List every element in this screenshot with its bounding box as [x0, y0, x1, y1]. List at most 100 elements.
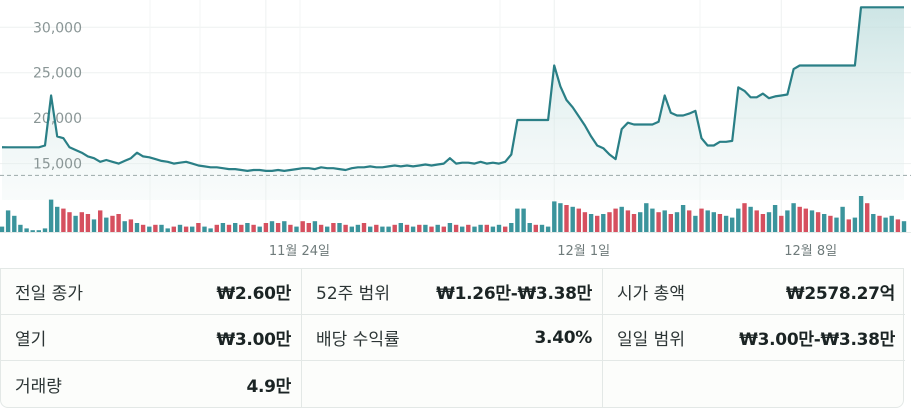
- volume-bar: [110, 215, 115, 232]
- volume-bar: [380, 226, 385, 232]
- volume-bar: [674, 212, 680, 232]
- volume-bar: [895, 219, 901, 232]
- volume-bar: [417, 224, 422, 232]
- volume-bar: [705, 210, 710, 232]
- volume-bar: [410, 226, 416, 232]
- volume-bar: [48, 199, 54, 232]
- stat-label: 일일 범위: [617, 330, 685, 350]
- volume-bar: [644, 203, 649, 232]
- volume-bar: [288, 224, 293, 232]
- volume-bar: [171, 226, 176, 232]
- volume-bar: [822, 214, 827, 232]
- stat-day-range: 일일 범위 ₩3.00만-₩3.38만: [603, 315, 905, 361]
- volume-bar: [484, 224, 489, 232]
- price-area: [2, 7, 904, 200]
- volume-bar: [79, 212, 84, 232]
- volume-bar: [306, 223, 311, 232]
- volume-bar: [91, 219, 97, 232]
- volume-bar: [140, 224, 146, 232]
- volume-bar: [797, 206, 802, 232]
- stat-value: ₩3.00만-₩3.38만: [739, 330, 895, 350]
- volume-bar: [263, 223, 269, 232]
- volume-bar: [134, 223, 140, 232]
- volume-bar: [877, 215, 882, 232]
- stat-dividend-yield: 배당 수익률 3.40%: [302, 315, 603, 361]
- volume-bar: [343, 224, 348, 232]
- volume-bar: [846, 219, 851, 232]
- volume-bar: [398, 223, 403, 232]
- volume-bar: [779, 215, 784, 232]
- volume-bar: [318, 224, 324, 232]
- volume-bar: [576, 208, 581, 232]
- volume-bar: [588, 214, 594, 232]
- volume-bar: [55, 206, 60, 232]
- volume-bar: [435, 224, 440, 232]
- volume-bar: [619, 206, 624, 232]
- volume-bar: [785, 210, 790, 232]
- volume-bar: [742, 203, 747, 232]
- volume-bar: [202, 226, 207, 232]
- volume-bar: [153, 224, 158, 232]
- volume-bar: [42, 228, 48, 232]
- stat-value: ₩2578.27억: [785, 284, 895, 304]
- volume-bar: [840, 206, 845, 232]
- price-line: [1, 6, 904, 172]
- volume-bar: [472, 226, 477, 232]
- volume-bar: [613, 208, 618, 232]
- stock-chart[interactable]: 30,000 25,000 20,000 15,000 11월 24일 12월 1일 12월…: [0, 0, 911, 268]
- stat-empty: [603, 361, 905, 407]
- volume-bar: [772, 205, 778, 232]
- volume-bar: [300, 221, 305, 232]
- volume-bar: [815, 212, 821, 232]
- volume-bar: [828, 215, 833, 232]
- stat-label: 시가 총액: [617, 284, 685, 304]
- y-tick-label: 15,000: [33, 157, 82, 173]
- stat-value: 3.40%: [534, 327, 593, 348]
- volume-bar: [552, 201, 557, 232]
- volume-bar: [656, 212, 661, 232]
- price-chart-svg[interactable]: 30,000 25,000 20,000 15,000 11월 24일 12월 1일 12월…: [0, 0, 911, 268]
- y-tick-label: 30,000: [33, 20, 82, 36]
- volume-bar: [331, 223, 336, 232]
- volume-bar: [190, 226, 195, 232]
- volume-bar: [214, 224, 219, 232]
- volume-bar: [282, 221, 287, 232]
- volume-bar: [104, 217, 109, 232]
- volume-bar: [693, 215, 698, 232]
- volume-bar: [116, 214, 121, 232]
- volume-bar: [5, 210, 11, 232]
- volume-bar: [809, 210, 815, 232]
- volume-bar: [196, 223, 201, 232]
- volume-bar: [803, 208, 808, 232]
- volume-bar: [0, 226, 5, 232]
- volume-bar: [625, 210, 631, 232]
- volume-bar: [558, 203, 563, 232]
- volume-bar: [668, 214, 673, 232]
- stat-volume: 거래량 4.9만: [1, 361, 302, 407]
- volume-bar: [67, 212, 72, 232]
- volume-bar: [122, 221, 127, 232]
- stat-value: ₩2.60만: [216, 284, 291, 304]
- stat-52-week-range: 52주 범위 ₩1.26만-₩3.38만: [302, 269, 603, 315]
- volume-bar: [687, 210, 692, 232]
- stat-label: 거래량: [15, 376, 62, 397]
- volume-bar: [680, 205, 686, 232]
- volume-bar: [601, 214, 606, 232]
- volume-bar: [901, 221, 907, 232]
- volume-bar: [582, 212, 588, 232]
- volume-bar: [61, 208, 66, 232]
- volume-bar: [564, 205, 569, 232]
- volume-bar: [595, 215, 600, 232]
- volume-bar: [337, 223, 342, 232]
- volume-bar: [545, 226, 551, 232]
- volume-bar: [515, 208, 520, 232]
- volume-bar: [30, 230, 35, 232]
- volume-bar: [858, 196, 864, 232]
- volume-bar: [165, 228, 170, 232]
- volume-bar: [638, 212, 643, 232]
- volume-bar: [723, 215, 729, 232]
- volume-bar: [631, 214, 637, 232]
- volume-bar: [24, 228, 29, 232]
- volume-bar: [312, 221, 318, 232]
- volume-bar: [717, 214, 723, 232]
